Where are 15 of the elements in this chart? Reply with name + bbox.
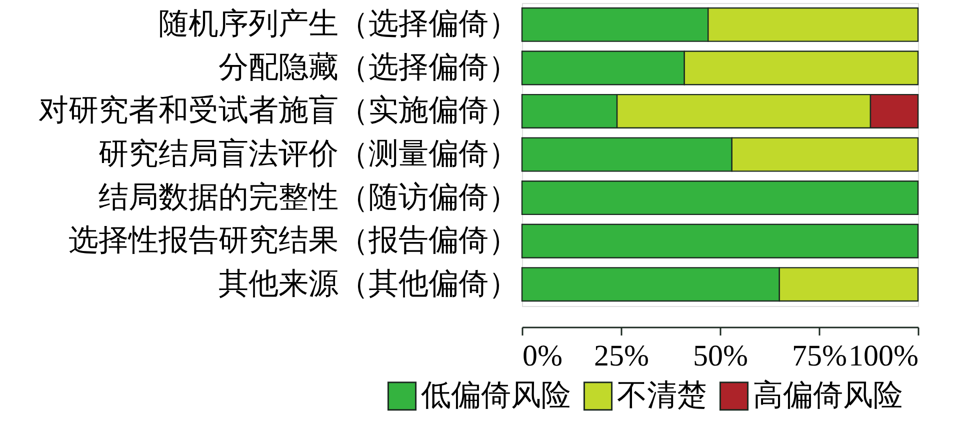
x-tick-label: 0%	[522, 340, 562, 372]
y-tick-label: 对研究者和受试者施盲（实施偏倚）	[38, 94, 518, 128]
x-tick-label: 75%	[792, 340, 847, 372]
y-tick-label: 随机序列产生（选择偏倚）	[158, 8, 518, 41]
legend-label: 不清楚	[617, 379, 707, 412]
y-tick-label: 研究结局盲法评价（测量偏倚）	[98, 138, 518, 170]
x-tick-label: 50%	[693, 340, 748, 372]
x-tick-label: 25%	[594, 340, 649, 372]
y-tick-label: 结局数据的完整性（随访偏倚）	[98, 180, 518, 214]
y-tick-label: 选择性报告研究结果（报告偏倚）	[68, 224, 518, 258]
x-tick-label: 100%	[848, 340, 918, 372]
y-tick-label: 分配隐藏（选择偏倚）	[218, 50, 518, 84]
legend-label: 高偏倚风险	[753, 379, 903, 412]
legend-label: 低偏倚风险	[421, 379, 571, 412]
y-tick-label: 其他来源（其他偏倚）	[218, 267, 518, 300]
